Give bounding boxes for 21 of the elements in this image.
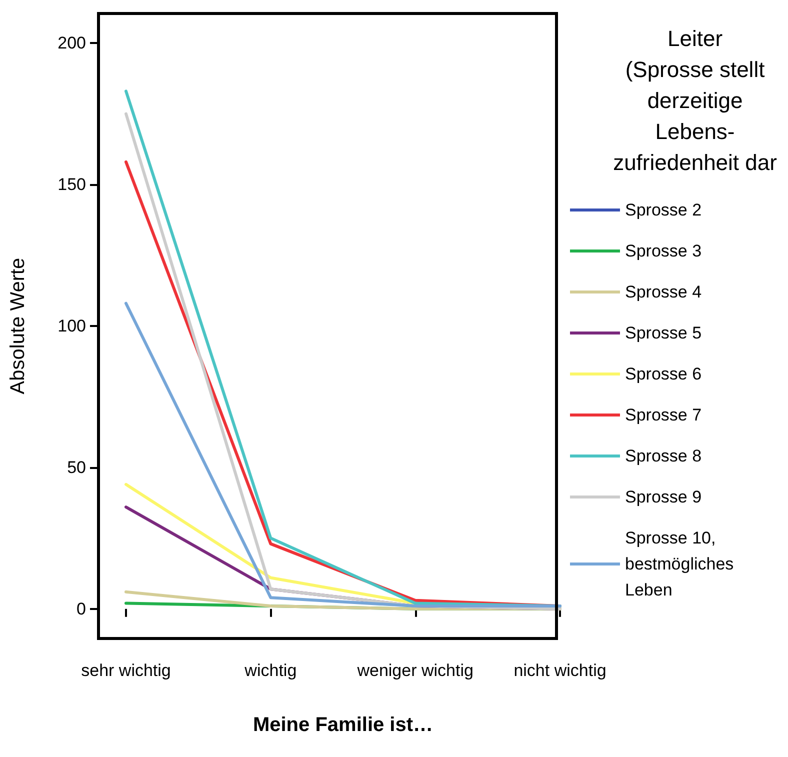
legend-label: Sprosse 5 bbox=[625, 324, 702, 342]
y-tick-label: 150 bbox=[58, 175, 86, 194]
y-tick-label: 200 bbox=[58, 34, 86, 53]
y-tick-label: 100 bbox=[58, 316, 86, 336]
x-axis-title: Meine Familie ist… bbox=[252, 714, 434, 736]
y-tick-label: 50 bbox=[67, 458, 86, 477]
x-tick-label: nicht wichtig bbox=[514, 661, 606, 680]
x-tick-label: sehr wichtig bbox=[81, 661, 171, 680]
legend-label: Sprosse 7 bbox=[625, 406, 702, 424]
x-tick-label: weniger wichtig bbox=[356, 661, 474, 680]
legend-label: Sprosse 4 bbox=[625, 282, 702, 302]
x-tick-label: wichtig bbox=[244, 661, 297, 680]
legend-label: Sprosse 6 bbox=[625, 364, 702, 384]
legend-label: Sprosse 8 bbox=[625, 446, 702, 466]
legend-label: Sprosse 3 bbox=[625, 242, 702, 260]
legend-title: Leiter (Sprosse stellt derzeitige Lebens- zufriedenheit dar bbox=[613, 26, 777, 175]
y-axis-title: Absolute Werte bbox=[7, 258, 29, 394]
legend-label: Sprosse 9 bbox=[625, 488, 702, 506]
legend-label: Sprosse 10, bestmögliches Leben bbox=[625, 528, 738, 600]
legend-label: Sprosse 2 bbox=[625, 200, 702, 220]
y-tick-label: 0 bbox=[76, 599, 86, 618]
